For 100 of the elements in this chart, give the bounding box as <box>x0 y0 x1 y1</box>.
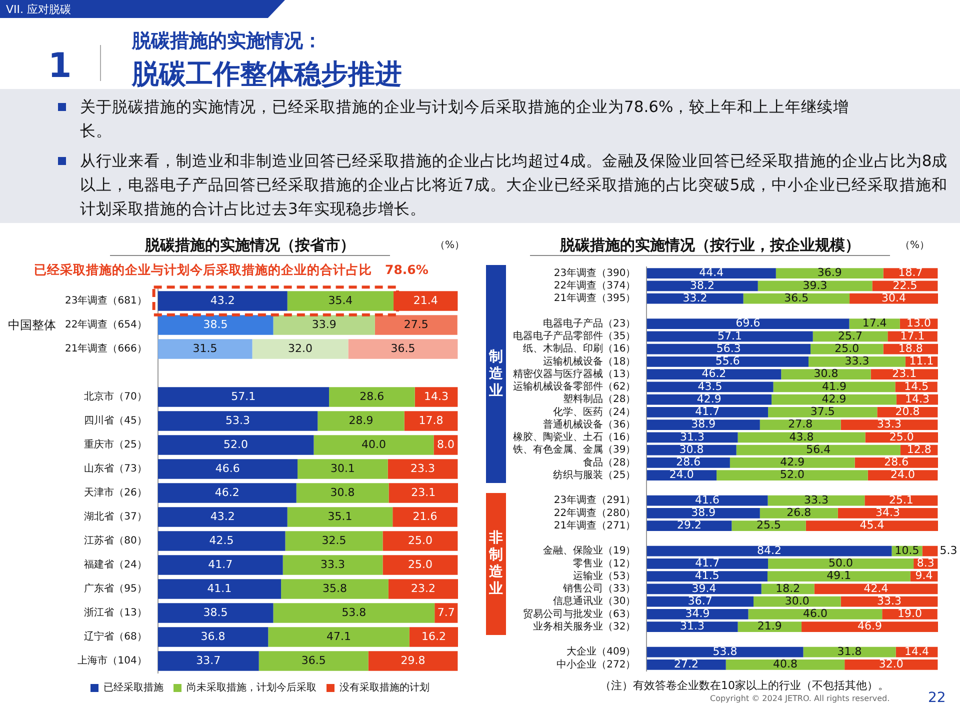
y-tick-label: 橡胶、陶瓷业、土石（16） <box>512 431 636 444</box>
y-tick-label: 化学、医药（24） <box>552 406 636 418</box>
data-label: 31.8 <box>837 644 862 658</box>
bar <box>767 571 910 582</box>
y-tick-label: 纸、木制品、印刷（16） <box>522 342 636 355</box>
data-label: 44.4 <box>699 266 724 280</box>
data-label: 56.4 <box>806 442 831 456</box>
data-label: 29.2 <box>676 518 702 532</box>
data-label: 57.1 <box>718 329 742 342</box>
data-label: 25.7 <box>838 329 863 342</box>
data-label: 50.0 <box>828 556 854 570</box>
data-label: 27.2 <box>674 658 699 671</box>
bar <box>646 356 809 367</box>
bar <box>318 411 404 431</box>
bar <box>730 458 855 468</box>
bar <box>273 603 435 623</box>
bar <box>646 646 804 658</box>
data-label: 41.6 <box>695 493 720 506</box>
data-label: 42.5 <box>209 534 234 547</box>
data-label: 31.5 <box>192 342 218 355</box>
data-label: 35.4 <box>328 294 353 307</box>
data-label: 69.6 <box>736 316 760 330</box>
data-label: 32.0 <box>878 658 904 671</box>
bar <box>158 579 282 599</box>
bar <box>646 394 772 405</box>
data-label: 46.0 <box>802 607 828 620</box>
bar <box>258 651 368 671</box>
bar <box>388 483 458 503</box>
data-label: 38.5 <box>203 318 228 331</box>
y-tick-label: 21年调查（271） <box>554 519 636 532</box>
y-tick-label: 贸易公司与批发业（63） <box>522 608 636 620</box>
bar <box>314 435 434 455</box>
data-label: 27.5 <box>404 318 428 331</box>
data-label: 17.8 <box>418 414 444 427</box>
data-label: 14.3 <box>904 392 930 406</box>
data-label: 53.3 <box>225 414 250 427</box>
y-tick-label: 运输机械设备（18） <box>542 355 636 368</box>
bar <box>768 407 878 418</box>
data-label: 23.1 <box>892 367 917 380</box>
data-label: 53.8 <box>712 644 738 658</box>
bar <box>802 622 938 632</box>
bar <box>298 459 388 479</box>
data-label: 28.9 <box>348 414 374 427</box>
data-label: 43.2 <box>210 510 235 523</box>
bar <box>268 627 410 647</box>
bar <box>646 407 768 418</box>
bar <box>736 444 900 456</box>
bar <box>252 339 348 359</box>
data-label: 36.5 <box>390 342 416 355</box>
y-tick-label: 食品（28） <box>582 456 636 468</box>
bar <box>158 387 330 407</box>
bar <box>158 507 288 527</box>
data-label: 30.0 <box>784 594 810 608</box>
data-label: 33.3 <box>877 418 902 431</box>
bar <box>282 555 383 575</box>
y-tick-label: 运输业（53） <box>572 570 636 582</box>
data-label: 24.0 <box>890 468 916 482</box>
data-label: 41.7 <box>695 556 720 570</box>
y-tick-label: 塑料制品（28） <box>562 393 636 406</box>
bar <box>273 315 375 335</box>
data-label: 33.9 <box>312 318 336 331</box>
y-tick-label: 精密仪器与医疗器械（13） <box>512 368 636 380</box>
y-tick-label: 21年调查（395） <box>554 292 636 304</box>
bar <box>646 520 732 531</box>
bar <box>368 651 458 671</box>
data-label: 32.5 <box>322 534 346 547</box>
data-label: 22.5 <box>892 278 918 292</box>
bar <box>646 546 892 556</box>
bar <box>646 571 768 582</box>
y-tick-label: 信息通讯业（30） <box>552 595 636 608</box>
y-tick-label: 纺织与服装（25） <box>552 468 636 481</box>
data-label: 33.3 <box>844 354 870 368</box>
bar <box>646 470 717 480</box>
data-label: 11.1 <box>909 354 934 368</box>
data-label: 84.2 <box>756 544 782 557</box>
bar <box>854 458 938 468</box>
text: （注）有效答卷企业数在10家以上的行业（不包括其他）。 <box>600 678 889 693</box>
data-label: 39.3 <box>802 278 828 292</box>
bar <box>646 495 768 506</box>
data-label: 42.9 <box>696 392 722 406</box>
data-label: 14.5 <box>904 380 929 393</box>
data-label: 34.9 <box>685 607 710 620</box>
bar <box>870 369 938 380</box>
data-label: 43.8 <box>789 430 814 444</box>
bar <box>768 558 914 569</box>
bar <box>382 531 458 551</box>
text: 1 <box>48 46 72 86</box>
y-tick-label: 销售公司（33） <box>562 582 636 595</box>
bar <box>646 331 813 342</box>
bar <box>646 458 730 468</box>
bar <box>158 483 296 503</box>
bar <box>772 394 896 405</box>
bar <box>726 660 845 670</box>
bar <box>434 603 458 623</box>
bar <box>329 387 415 407</box>
bar <box>409 627 458 647</box>
data-label: 28.6 <box>676 456 701 469</box>
data-label: 33.2 <box>682 291 708 304</box>
bar <box>732 520 806 531</box>
data-label: 38.2 <box>690 278 715 292</box>
